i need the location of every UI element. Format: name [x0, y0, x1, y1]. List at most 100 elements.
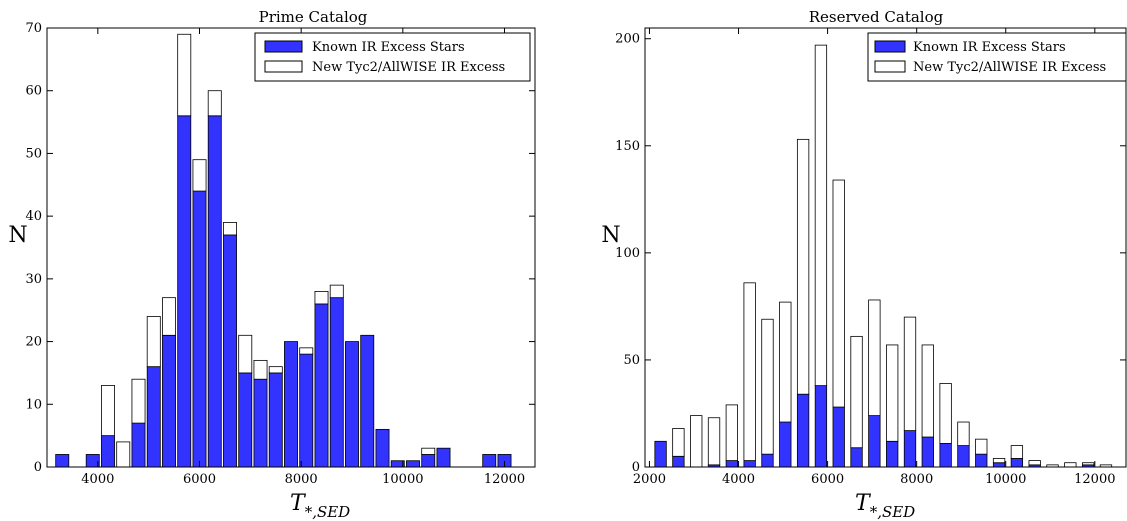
prime-bar-known [101, 435, 115, 468]
prime-bar-new [192, 159, 207, 192]
reserved-bar-new [939, 383, 952, 444]
prime-bar-known [207, 115, 222, 468]
reserved-x-axis-label-sub: *,SED [870, 503, 916, 521]
reserved-bar-new [725, 404, 738, 461]
prime-ticks: 4000 6000 8000 10000 12000 0 10 20 30 40 50 60 70 [25, 21, 535, 487]
reserved-bar-known [992, 462, 1006, 468]
reserved-bars [654, 44, 1113, 468]
prime-bar-known [268, 372, 283, 468]
reserved-bar-known [886, 440, 899, 468]
reserved-legend-known-swatch [874, 40, 906, 53]
prime-y-tick-label: 60 [25, 84, 42, 99]
prime-y-tick-label: 40 [25, 209, 42, 224]
reserved-legend-new-label: New Tyc2/AllWISE IR Excess [913, 60, 1106, 75]
prime-y-tick-label: 70 [25, 21, 42, 36]
prime-bar-known [146, 366, 161, 468]
prime-bar-known [131, 422, 146, 468]
prime-bar-new [329, 284, 344, 299]
prime-bar-known [345, 341, 359, 468]
prime-bar-known [406, 460, 420, 468]
prime-bar-new [314, 290, 329, 305]
prime-bar-new [421, 447, 436, 455]
prime-bar-known [55, 454, 70, 468]
reserved-bar-new [921, 344, 934, 438]
reserved-bar-new [814, 44, 828, 387]
reserved-x-tick-label: 10000 [985, 472, 1026, 487]
prime-bar-known [436, 447, 451, 468]
prime-y-tick-label: 10 [25, 397, 42, 412]
reserved-bar-new [975, 438, 988, 455]
reserved-bar-known [939, 443, 952, 468]
prime-y-tick-label: 30 [25, 272, 42, 287]
prime-bar-new [268, 366, 283, 374]
reserved-bar-known [654, 440, 667, 468]
prime-x-axis-label-base: T [290, 491, 307, 516]
prime-bar-known [299, 353, 314, 468]
prime-bar-known [238, 372, 253, 468]
prime-bar-known [284, 341, 298, 468]
reserved-bar-known [814, 385, 828, 468]
reserved-bar-new [992, 458, 1006, 464]
prime-x-tick-label: 12000 [484, 472, 525, 487]
reserved-x-tick-label: 4000 [722, 472, 755, 487]
prime-bar-known [253, 378, 268, 468]
prime-bar-known [162, 334, 176, 468]
reserved-catalog-panel: Reserved Catalog N T*,SED 2000 4000 6000 80… [601, 8, 1127, 521]
reserved-bar-known [672, 455, 685, 468]
reserved-bar-new [707, 417, 721, 466]
reserved-bar-new [832, 179, 845, 408]
prime-bar-new [177, 33, 192, 117]
reserved-bar-new [672, 428, 685, 457]
prime-bar-known [223, 234, 237, 468]
prime-bar-known [421, 454, 436, 468]
prime-legend-new-swatch [264, 60, 303, 73]
prime-bar-known [177, 115, 192, 468]
reserved-bar-new [1081, 462, 1095, 466]
reserved-legend: Known IR Excess Stars New Tyc2/AllWISE I… [867, 32, 1127, 82]
reserved-bar-known [743, 460, 756, 468]
reserved-bar-new [868, 299, 881, 417]
reserved-x-tick-label: 6000 [811, 472, 844, 487]
reserved-bar-new [903, 316, 917, 431]
reserved-y-tick-label: 200 [615, 32, 640, 47]
reserved-bar-known [832, 406, 845, 468]
reserved-bar-new [796, 138, 810, 395]
reserved-bar-known [921, 436, 934, 468]
reserved-bar-known [779, 421, 792, 468]
prime-bar-new [101, 385, 115, 437]
reserved-bar-known [903, 430, 917, 468]
reserved-y-tick-label: 100 [615, 246, 640, 261]
prime-bar-known [375, 428, 390, 468]
reserved-y-axis-label: N [601, 223, 620, 248]
prime-bar-known [482, 454, 497, 468]
reserved-x-tick-label: 2000 [633, 472, 666, 487]
prime-x-tick-label: 6000 [183, 472, 216, 487]
reserved-x-tick-label: 12000 [1074, 472, 1115, 487]
reserved-bar-known [850, 447, 863, 468]
reserved-x-axis-label: T*,SED [855, 491, 915, 521]
reserved-bar-new [1028, 460, 1041, 466]
prime-y-tick-label: 20 [25, 335, 42, 350]
reserved-bar-new [886, 344, 899, 442]
prime-bar-known [192, 190, 207, 468]
reserved-legend-new-swatch [874, 60, 906, 73]
prime-y-tick-label: 50 [25, 146, 42, 161]
reserved-y-tick-label: 0 [632, 460, 640, 475]
prime-legend-known-swatch [264, 40, 303, 53]
prime-bars [55, 33, 512, 468]
reserved-bar-new [690, 415, 703, 468]
prime-x-tick-label: 4000 [81, 472, 114, 487]
reserved-bar-known [868, 415, 881, 468]
reserved-bar-new [761, 318, 774, 455]
prime-bar-new [207, 90, 222, 117]
reserved-bar-new [850, 335, 863, 449]
prime-bar-new [238, 334, 253, 374]
reserved-bar-new [743, 282, 756, 461]
prime-bar-known [314, 303, 329, 468]
prime-bar-new [223, 222, 237, 236]
prime-bar-new [253, 359, 268, 380]
reserved-bar-known [761, 453, 774, 468]
prime-y-axis-label: N [8, 223, 27, 248]
reserved-legend-box [867, 32, 1127, 82]
